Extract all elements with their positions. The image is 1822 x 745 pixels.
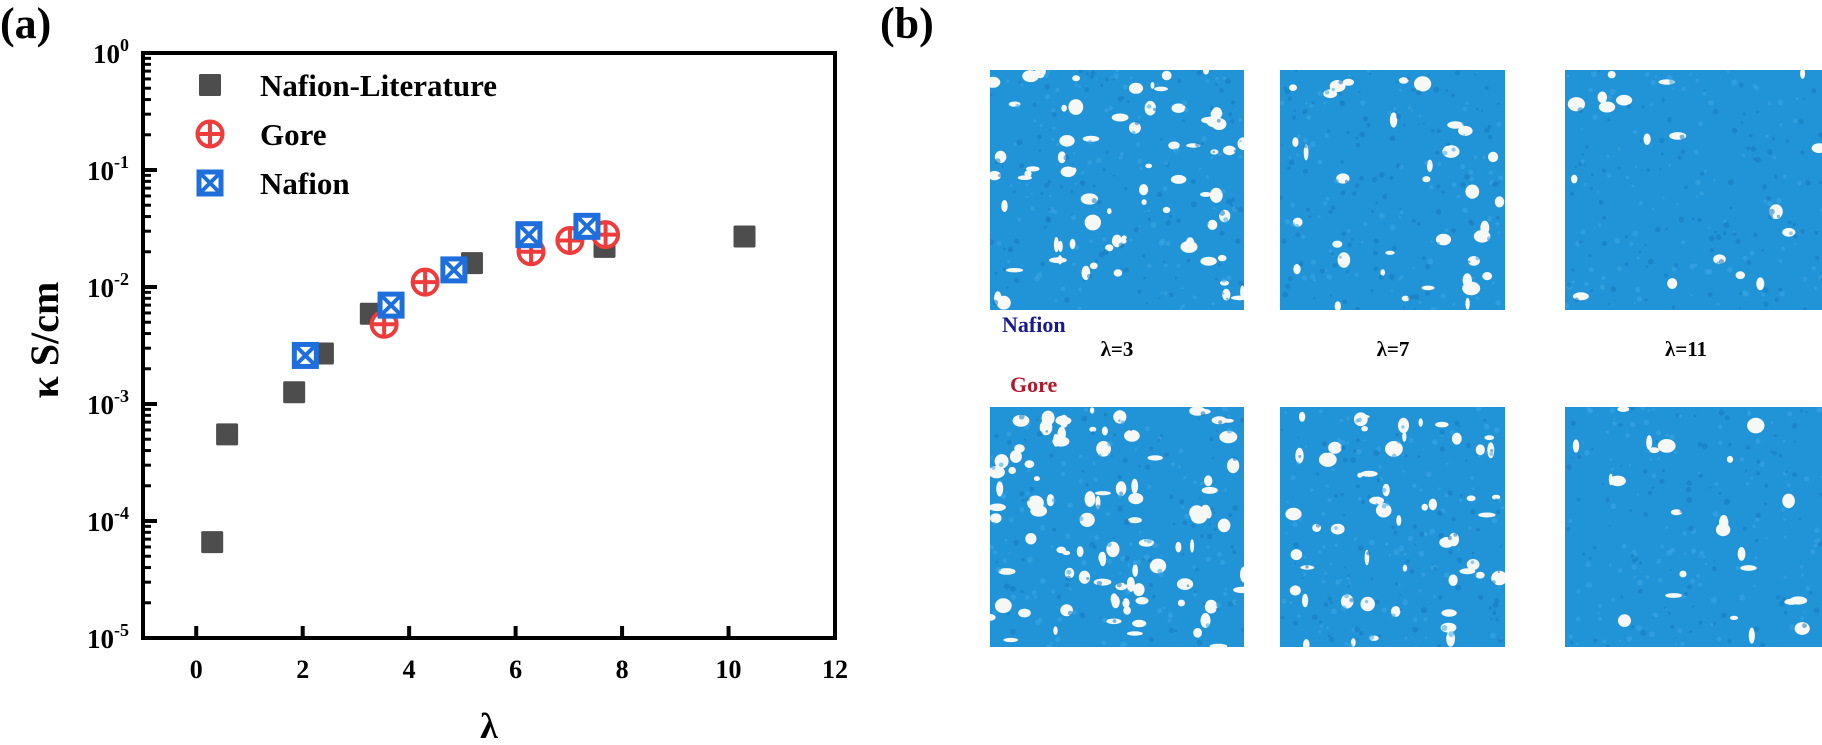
snapshot-gore-lambda-7 [1280, 407, 1505, 647]
nafion-literature-point [201, 531, 224, 554]
nafion-point [440, 256, 468, 284]
legend-marker-nafion-literature [199, 74, 221, 96]
panel-a-label: (a) [0, 0, 52, 48]
data-points [201, 212, 756, 554]
row-label-nafion: Nafion [1002, 312, 1066, 337]
x-axis-label: λ [480, 706, 498, 745]
x-tick-label: 6 [509, 655, 522, 684]
nafion-literature-point [733, 225, 756, 248]
column-label-lambda-11: λ=11 [1664, 337, 1708, 361]
x-tick-label: 4 [403, 655, 416, 684]
axis-ticks: 0 2 4 6 8 10 12 100 10-1 10-2 10-3 10-4 10-5 [87, 35, 848, 684]
panel-b-label: (b) [880, 0, 934, 48]
x-tick-label: 12 [822, 655, 848, 684]
legend-label: Gore [260, 117, 327, 152]
y-tick-label: 10-1 [87, 152, 129, 186]
legend-marker-nafion [196, 169, 224, 197]
y-axis-label: κ S/cm [22, 282, 67, 399]
legend-label: Nafion-Literature [260, 68, 497, 103]
y-tick-label: 10-4 [87, 503, 129, 537]
legend-marker-gore [195, 119, 225, 149]
y-tick-label: 10-2 [87, 269, 129, 303]
snapshot-nafion-lambda-3 [990, 70, 1244, 310]
plot-frame [141, 51, 837, 640]
nafion-point [291, 341, 319, 369]
x-tick-label: 10 [716, 655, 742, 684]
conductivity-chart: 0 2 4 6 8 10 12 100 10-1 10-2 10-3 10-4 10-5 Nafion-… [22, 35, 848, 745]
nafion-point [377, 291, 405, 319]
y-tick-label: 100 [93, 35, 129, 69]
x-tick-label: 8 [616, 655, 629, 684]
nafion-point [515, 221, 543, 249]
x-tick-label: 2 [296, 655, 309, 684]
legend: Nafion-Literature Gore Nafion [195, 68, 497, 201]
column-label-lambda-3: λ=3 [1100, 337, 1134, 361]
gore-point [410, 267, 440, 297]
nafion-literature-point [216, 423, 239, 446]
legend-label: Nafion [260, 166, 350, 201]
y-tick-label: 10-3 [87, 386, 129, 420]
snapshot-gore-lambda-11 [1565, 407, 1822, 647]
snapshot-gore-lambda-3 [990, 407, 1244, 647]
row-label-gore: Gore [1010, 372, 1058, 397]
nafion-point [573, 212, 601, 240]
x-tick-label: 0 [190, 655, 203, 684]
snapshot-nafion-lambda-7 [1280, 70, 1505, 310]
y-tick-label: 10-5 [87, 620, 129, 654]
snapshot-nafion-lambda-11 [1565, 70, 1822, 310]
column-label-lambda-7: λ=7 [1376, 337, 1410, 361]
nafion-literature-point [283, 381, 306, 404]
